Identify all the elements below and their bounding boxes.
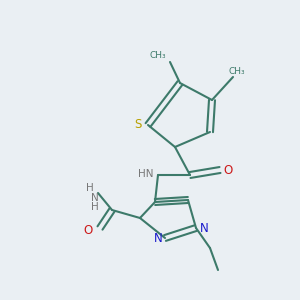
Text: O: O [224, 164, 232, 176]
Text: S: S [134, 118, 142, 131]
Text: HN: HN [138, 169, 154, 179]
Text: H: H [86, 183, 94, 193]
Text: O: O [83, 224, 93, 236]
Text: CH₃: CH₃ [150, 50, 166, 59]
Text: N: N [200, 221, 208, 235]
Text: CH₃: CH₃ [229, 67, 245, 76]
Text: N: N [91, 193, 99, 203]
Text: H: H [91, 202, 99, 212]
Text: N: N [154, 232, 162, 245]
